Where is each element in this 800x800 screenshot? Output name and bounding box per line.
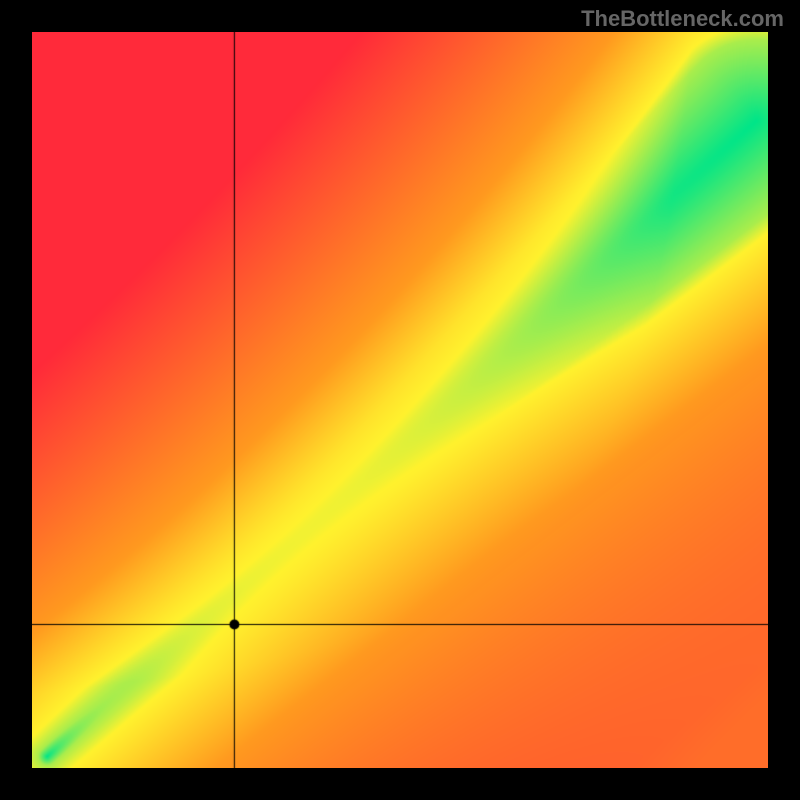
heatmap-plot [32,32,768,768]
chart-container: TheBottleneck.com [0,0,800,800]
watermark-text: TheBottleneck.com [581,6,784,32]
heatmap-canvas [32,32,768,768]
